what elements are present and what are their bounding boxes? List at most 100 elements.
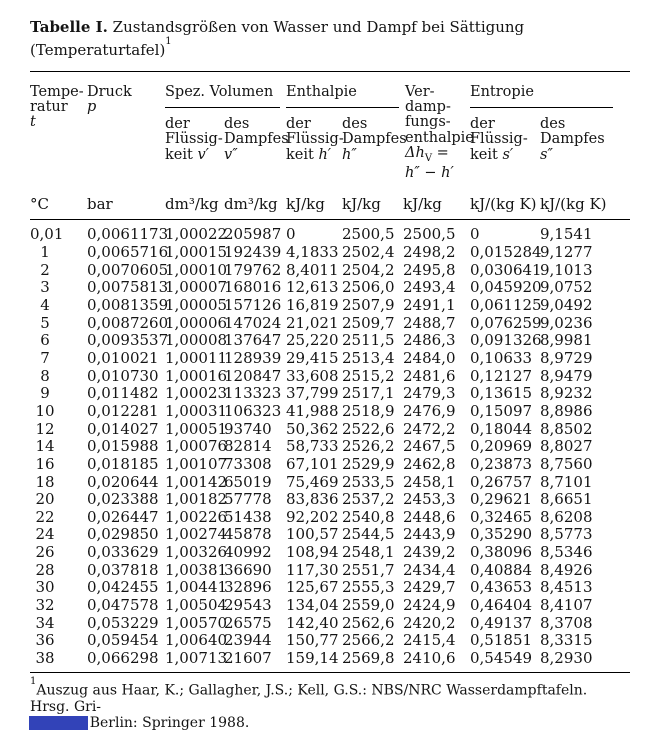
table-row: 6 0,0093537 1,00008 137647 25,220 2511,5 2486,…: [30, 332, 630, 350]
cell-h1: 142,40: [286, 613, 339, 632]
cell-dhv: 2486,3: [403, 331, 456, 350]
cell-v1: 1,00011: [165, 348, 228, 367]
cell-h2: 2562,6: [342, 613, 395, 632]
cell-v1: 1,00326: [165, 543, 228, 562]
cell-h2: 2548,1: [342, 543, 395, 562]
cell-v1: 1,00640: [165, 631, 228, 650]
cell-dhv: 2467,5: [403, 437, 456, 456]
cell-s1: 0,061125: [470, 295, 542, 314]
symbol-v-doubleprime: v″: [224, 146, 238, 163]
cell-s2: 8,3315: [540, 631, 593, 650]
cell-h2: 2533,5: [342, 472, 395, 491]
cell-h2: 2537,2: [342, 490, 395, 509]
cell-t: 32: [35, 596, 55, 615]
cell-s2: 8,5346: [540, 543, 593, 562]
cell-v1: 1,00051: [165, 419, 228, 438]
cell-s1: 0,18044: [470, 419, 533, 438]
cell-t: 34: [35, 613, 55, 632]
cell-v2: 73308: [224, 454, 272, 473]
col-header-v-dampf: des Dampfes v″: [224, 116, 289, 163]
top-rule: [30, 71, 630, 72]
cell-t: 20: [35, 490, 55, 509]
cell-t: 1: [40, 242, 50, 261]
cell-t: 2: [40, 260, 50, 279]
cell-h2: 2507,9: [342, 295, 395, 314]
col-header-h-fluessigkeit: der Flüssig- keit h′: [286, 116, 344, 163]
table-row: 16 0,018185 1,00107 73308 67,101 2529,9 2462,8…: [30, 454, 630, 474]
cell-v1: 1,00008: [165, 331, 228, 350]
cell-h2: 2529,9: [342, 454, 395, 473]
cell-h2: 2515,2: [342, 366, 395, 385]
cell-h1: 29,415: [286, 348, 339, 367]
cell-p: 0,0061173: [87, 225, 169, 244]
unit-temperatur: °C: [30, 195, 49, 214]
cell-v1: 1,00010: [165, 260, 228, 279]
cell-s1: 0,015284: [470, 242, 542, 261]
cell-t: 24: [35, 525, 55, 544]
cell-v1: 1,00107: [165, 454, 228, 473]
cell-v2: 128939: [224, 348, 282, 367]
cell-v2: 147024: [224, 313, 282, 332]
cell-v2: 120847: [224, 366, 282, 385]
cell-s1: 0,35290: [470, 525, 533, 544]
table-row: 2 0,0070605 1,00010 179762 8,4011 2504,2 2495,…: [30, 260, 630, 280]
cell-t: 7: [40, 348, 50, 367]
cell-dhv: 2476,9: [403, 401, 456, 420]
cell-dhv: 2491,1: [403, 295, 456, 314]
cell-v1: 1,00031: [165, 401, 228, 420]
cell-v2: 36690: [224, 560, 272, 579]
cell-v2: 157126: [224, 295, 282, 314]
cell-v1: 1,00005: [165, 295, 228, 314]
col-header-h-dampf: des Dampfes h″: [342, 116, 407, 163]
cell-h1: 41,988: [286, 401, 339, 420]
cell-v2: 65019: [224, 472, 272, 491]
table-row: 22 0,026447 1,00226 51438 92,202 2540,8 2448,6…: [30, 507, 630, 527]
cell-v1: 1,00381: [165, 560, 228, 579]
cell-dhv: 2481,6: [403, 366, 456, 385]
cell-dhv: 2472,2: [403, 419, 456, 438]
cell-s2: 8,8986: [540, 401, 593, 420]
cell-v2: 40992: [224, 543, 272, 562]
group-title-enthalpie: Enthalpie: [286, 84, 399, 109]
cell-v2: 93740: [224, 419, 272, 438]
table-row: 5 0,0087260 1,00006 147024 21,021 2509,7 2488,…: [30, 313, 630, 333]
cell-s2: 9,1013: [540, 260, 593, 279]
cell-p: 0,023388: [87, 490, 159, 509]
cell-h2: 2518,9: [342, 401, 395, 420]
cell-dhv: 2498,2: [403, 242, 456, 261]
cell-s2: 8,8027: [540, 437, 593, 456]
cell-dhv: 2495,8: [403, 260, 456, 279]
cell-v2: 45878: [224, 525, 272, 544]
cell-t: 18: [35, 472, 55, 491]
cell-h2: 2513,4: [342, 348, 395, 367]
cell-s1: 0,32465: [470, 507, 533, 526]
cell-p: 0,0075813: [87, 278, 169, 297]
symbol-h-prime: h′: [318, 146, 332, 163]
cell-s2: 9,0236: [540, 313, 593, 332]
table-row: 38 0,066298 1,00713 21607 159,14 2569,8 2410,6…: [30, 649, 630, 668]
col-header-verdampfungsenthalpie: Ver- damp- fungs- enthalpie ΔhV = h″ − h′: [405, 84, 474, 181]
cell-t: 22: [35, 507, 55, 526]
cell-v1: 1,00274: [165, 525, 228, 544]
footnote-ref: 1: [30, 675, 37, 687]
table-row: 28 0,037818 1,00381 36690 117,30 2551,7 2434,4…: [30, 560, 630, 580]
cell-p: 0,0081359: [87, 295, 169, 314]
cell-h1: 50,362: [286, 419, 339, 438]
cell-s1: 0,091326: [470, 331, 542, 350]
cell-h1: 4,1833: [286, 242, 339, 261]
table-row: 18 0,020644 1,00142 65019 75,469 2533,5 2458,1…: [30, 472, 630, 492]
footnote: 1Auszug aus Haar, K.; Gallagher, J.S.; K…: [30, 675, 630, 732]
cell-v2: 192439: [224, 242, 282, 261]
table-row: 30 0,042455 1,00441 32896 125,67 2555,3 2429,7…: [30, 579, 630, 597]
cell-s2: 8,2930: [540, 649, 593, 668]
cell-s2: 8,9479: [540, 366, 593, 385]
cell-dhv: 2479,3: [403, 384, 456, 403]
cell-dhv: 2424,9: [403, 596, 456, 615]
cell-h1: 21,021: [286, 313, 339, 332]
cell-p: 0,0070605: [87, 260, 169, 279]
table-header: Tempe- ratur t Druck p Spez. Volumen der…: [30, 84, 630, 181]
table-row: 14 0,015988 1,00076 82814 58,733 2526,2 2467,5…: [30, 438, 630, 456]
cell-h2: 2502,4: [342, 242, 395, 261]
table-row: 12 0,014027 1,00051 93740 50,362 2522,6 2472,2…: [30, 419, 630, 439]
